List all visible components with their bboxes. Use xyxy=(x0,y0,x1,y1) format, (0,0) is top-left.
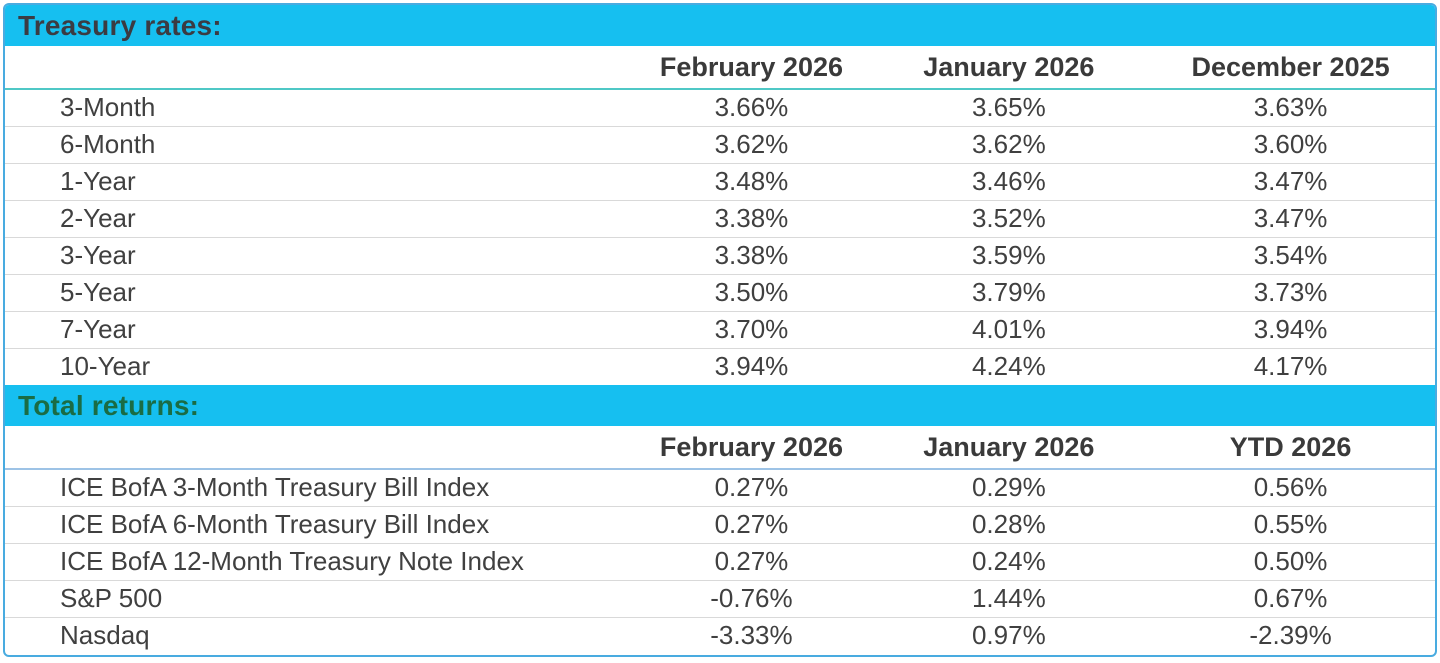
cell-value: 0.27% xyxy=(631,543,872,581)
row-label: 3-Year xyxy=(5,237,632,275)
cell-value: 0.29% xyxy=(871,469,1147,507)
cell-value: 3.52% xyxy=(871,200,1147,238)
cell-value: 4.24% xyxy=(971,351,1046,382)
header-row: February 2026 January 2026 YTD 2026 xyxy=(5,426,1435,470)
row-label: 6-Month xyxy=(5,126,632,164)
cell-value: 3.48% xyxy=(631,163,872,201)
column-header-february-2026: February 2026 xyxy=(631,46,872,90)
cell-value: 0.24% xyxy=(871,543,1147,581)
table-row-ice-bofa-6-month: ICE BofA 6-Month Treasury Bill Index 0.2… xyxy=(5,506,1435,544)
row-label: 10-Year xyxy=(60,351,151,382)
row-label: ICE BofA 6-Month Treasury Bill Index xyxy=(5,506,632,544)
column-header-december-2025: December 2025 xyxy=(1146,46,1435,90)
cell-value: 3.38% xyxy=(631,237,872,275)
table-row-1-year: 1-Year 3.48% 3.46% 3.47% xyxy=(5,163,1435,201)
cell-value: 3.60% xyxy=(1146,126,1435,164)
total-returns-section-title: Total returns: xyxy=(18,389,200,421)
cell-value: -0.76% xyxy=(631,580,872,618)
cell-value: 3.47% xyxy=(1146,163,1435,201)
treasury-rates-section-header: Treasury rates: xyxy=(5,5,1435,46)
cell-value: 0.56% xyxy=(1146,469,1435,507)
cell-value: 0.28% xyxy=(871,506,1147,544)
row-label: Nasdaq xyxy=(60,620,150,651)
column-header-ytd-2026: YTD 2026 xyxy=(1146,426,1435,470)
cell-value: 3.70% xyxy=(631,311,872,349)
cell-value: 4.01% xyxy=(871,311,1147,349)
row-label: ICE BofA 3-Month Treasury Bill Index xyxy=(5,469,632,507)
table-row-3-year: 3-Year 3.38% 3.59% 3.54% xyxy=(5,237,1435,275)
table-row-6-month: 6-Month 3.62% 3.62% 3.60% xyxy=(5,126,1435,164)
cell-value: 3.79% xyxy=(871,274,1147,312)
treasury-rates-section-title: Treasury rates: xyxy=(18,9,222,41)
treasury-rates-table-header: February 2026 January 2026 December 2025 xyxy=(5,46,1435,90)
table-row-10-year: 10-Year 3.94% 4.24% 4.17% xyxy=(5,348,1435,385)
row-label: 7-Year xyxy=(5,311,632,349)
row-label: 2-Year xyxy=(5,200,632,238)
rates-report-sheet: Treasury rates: February 2026 January 20… xyxy=(3,3,1437,657)
cell-value: -3.33% xyxy=(710,620,793,651)
cell-value: 3.59% xyxy=(871,237,1147,275)
cell-value: 3.94% xyxy=(714,351,789,382)
table-row-ice-bofa-3-month: ICE BofA 3-Month Treasury Bill Index 0.2… xyxy=(5,469,1435,507)
row-label: 5-Year xyxy=(5,274,632,312)
cell-value: 3.62% xyxy=(631,126,872,164)
table-row-5-year: 5-Year 3.50% 3.79% 3.73% xyxy=(5,274,1435,312)
cell-value: 3.73% xyxy=(1146,274,1435,312)
column-header-february-2026: February 2026 xyxy=(631,426,872,470)
cell-value: 3.94% xyxy=(1146,311,1435,349)
total-returns-table-header: February 2026 January 2026 YTD 2026 xyxy=(5,426,1435,470)
cell-value: 3.46% xyxy=(871,163,1147,201)
cell-value: 0.55% xyxy=(1146,506,1435,544)
table-row-3-month: 3-Month 3.66% 3.65% 3.63% xyxy=(5,89,1435,127)
cell-value: 0.50% xyxy=(1146,543,1435,581)
row-label: 1-Year xyxy=(5,163,632,201)
table-row-2-year: 2-Year 3.38% 3.52% 3.47% xyxy=(5,200,1435,238)
cell-value: 3.66% xyxy=(631,89,872,127)
table-row-ice-bofa-12-month: ICE BofA 12-Month Treasury Note Index 0.… xyxy=(5,543,1435,581)
cell-value: 0.27% xyxy=(631,506,872,544)
cell-value: 0.27% xyxy=(631,469,872,507)
cell-value: 3.63% xyxy=(1146,89,1435,127)
column-header-january-2026: January 2026 xyxy=(871,46,1147,90)
cell-value: 3.65% xyxy=(871,89,1147,127)
row-label: S&P 500 xyxy=(5,580,632,618)
row-label: 3-Month xyxy=(5,89,632,127)
cell-value: 3.50% xyxy=(631,274,872,312)
cell-value: 4.17% xyxy=(1253,351,1328,382)
table-row-sp-500: S&P 500 -0.76% 1.44% 0.67% xyxy=(5,580,1435,618)
cell-value: -2.39% xyxy=(1249,620,1332,651)
treasury-rates-table: February 2026 January 2026 December 2025… xyxy=(5,46,1435,385)
cell-value: 3.38% xyxy=(631,200,872,238)
empty-header-cell xyxy=(5,46,632,90)
table-row-7-year: 7-Year 3.70% 4.01% 3.94% xyxy=(5,311,1435,349)
cell-value: 3.62% xyxy=(871,126,1147,164)
treasury-rates-table-body: 3-Month 3.66% 3.65% 3.63% 6-Month 3.62% … xyxy=(5,89,1435,385)
row-label: ICE BofA 12-Month Treasury Note Index xyxy=(5,543,632,581)
cell-value: 3.47% xyxy=(1146,200,1435,238)
table-row-nasdaq: Nasdaq -3.33% 0.97% -2.39% xyxy=(5,617,1435,654)
column-header-january-2026: January 2026 xyxy=(871,426,1147,470)
total-returns-table: February 2026 January 2026 YTD 2026 ICE … xyxy=(5,426,1435,654)
cell-value: 3.54% xyxy=(1146,237,1435,275)
total-returns-table-body: ICE BofA 3-Month Treasury Bill Index 0.2… xyxy=(5,469,1435,654)
cell-value: 1.44% xyxy=(871,580,1147,618)
empty-header-cell xyxy=(5,426,632,470)
cell-value: 0.67% xyxy=(1146,580,1435,618)
header-row: February 2026 January 2026 December 2025 xyxy=(5,46,1435,90)
cell-value: 0.97% xyxy=(971,620,1046,651)
total-returns-section-header: Total returns: xyxy=(5,385,1435,426)
